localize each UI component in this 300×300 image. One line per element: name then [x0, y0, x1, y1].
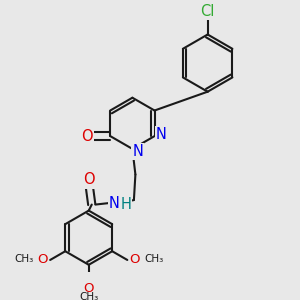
Text: Cl: Cl — [200, 4, 215, 19]
Text: O: O — [38, 254, 48, 266]
Text: O: O — [81, 129, 93, 144]
Text: H: H — [120, 197, 131, 212]
Text: CH₃: CH₃ — [79, 292, 98, 300]
Text: O: O — [82, 172, 94, 188]
Text: CH₃: CH₃ — [144, 254, 163, 264]
Text: O: O — [130, 254, 140, 266]
Text: N: N — [156, 127, 167, 142]
Text: O: O — [83, 282, 94, 296]
Text: N: N — [109, 196, 120, 211]
Text: CH₃: CH₃ — [14, 254, 34, 264]
Text: N: N — [132, 144, 143, 159]
